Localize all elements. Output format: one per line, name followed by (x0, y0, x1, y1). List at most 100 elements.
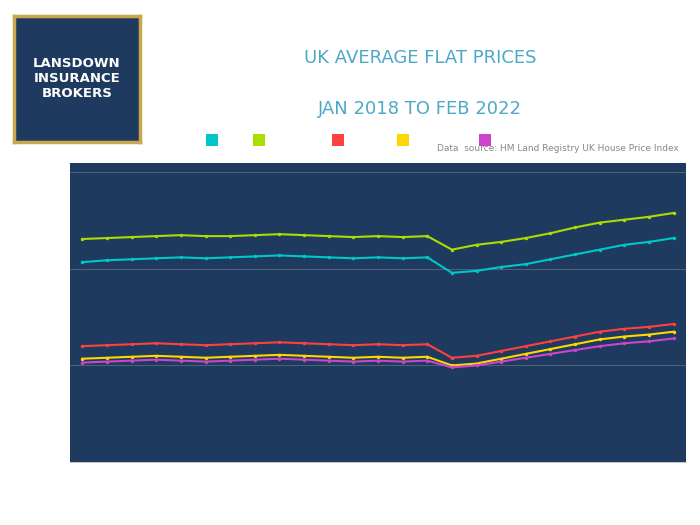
Line: N.Ireland: N.Ireland (80, 337, 676, 369)
UK (497, 264, 505, 270)
Scotland (669, 329, 678, 335)
Wales (300, 340, 308, 346)
England (448, 246, 456, 253)
N.Ireland (645, 338, 653, 344)
Scotland (325, 354, 333, 360)
Line: Wales: Wales (80, 322, 676, 360)
Scotland (546, 346, 554, 352)
N.Ireland (275, 355, 284, 362)
England (349, 234, 358, 240)
UK (349, 255, 358, 261)
Wales (103, 342, 111, 349)
Scotland (152, 353, 160, 359)
N.Ireland (78, 360, 87, 366)
N.Ireland (374, 358, 382, 364)
N.Ireland (202, 359, 210, 365)
England (152, 233, 160, 239)
Legend: UK, England, Wales, Scotland, N.Ireland: UK, England, Wales, Scotland, N.Ireland (202, 130, 554, 152)
Scotland (275, 352, 284, 358)
UK (152, 255, 160, 261)
England (620, 216, 629, 223)
Scotland (645, 331, 653, 338)
Scotland (571, 341, 580, 348)
Scotland (127, 354, 136, 360)
N.Ireland (571, 347, 580, 353)
N.Ireland (176, 358, 185, 364)
UK (423, 254, 431, 260)
UK (202, 255, 210, 261)
England (275, 231, 284, 237)
UK (103, 257, 111, 264)
N.Ireland (251, 356, 259, 363)
Scotland (202, 354, 210, 361)
UK (176, 254, 185, 260)
N.Ireland (448, 364, 456, 371)
England (423, 233, 431, 239)
England (202, 233, 210, 239)
England (127, 234, 136, 240)
UK (226, 254, 234, 260)
Wales (473, 353, 481, 359)
Scotland (473, 360, 481, 366)
Wales (596, 329, 604, 335)
N.Ireland (423, 358, 431, 364)
UK (645, 239, 653, 245)
Scotland (423, 354, 431, 360)
UK (448, 270, 456, 276)
Scotland (596, 336, 604, 342)
Text: LANSDOWN
INSURANCE
BROKERS: LANSDOWN INSURANCE BROKERS (33, 57, 121, 100)
Scotland (176, 354, 185, 360)
UK (127, 256, 136, 262)
Scotland (522, 351, 530, 357)
N.Ireland (546, 351, 554, 357)
UK (398, 255, 407, 261)
Wales (127, 341, 136, 348)
Scotland (497, 355, 505, 362)
Line: Scotland: Scotland (80, 330, 676, 367)
Text: Data  source: HM Land Registry UK House Price Index: Data source: HM Land Registry UK House P… (437, 144, 679, 153)
Wales (645, 324, 653, 330)
England (497, 239, 505, 245)
Scotland (103, 354, 111, 361)
N.Ireland (620, 340, 629, 346)
UK (571, 251, 580, 258)
UK (473, 268, 481, 274)
UK (596, 246, 604, 253)
UK (325, 254, 333, 260)
England (669, 210, 678, 216)
UK (300, 253, 308, 259)
N.Ireland (300, 356, 308, 363)
Wales (423, 341, 431, 348)
Wales (571, 333, 580, 340)
Wales (226, 341, 234, 348)
England (251, 232, 259, 238)
Wales (620, 326, 629, 332)
Wales (349, 342, 358, 349)
UK (275, 253, 284, 259)
N.Ireland (103, 359, 111, 365)
N.Ireland (127, 358, 136, 364)
UK (620, 242, 629, 248)
England (522, 235, 530, 241)
UK (374, 254, 382, 260)
Wales (78, 343, 87, 349)
N.Ireland (398, 359, 407, 365)
UK (78, 259, 87, 265)
N.Ireland (596, 343, 604, 349)
Scotland (398, 354, 407, 361)
Scotland (374, 354, 382, 360)
N.Ireland (325, 358, 333, 364)
UK (669, 235, 678, 241)
Wales (176, 341, 185, 348)
Text: UK AVERAGE FLAT PRICES: UK AVERAGE FLAT PRICES (304, 49, 536, 67)
Wales (275, 339, 284, 345)
Scotland (349, 354, 358, 361)
Wales (522, 343, 530, 349)
Text: JAN 2018 TO FEB 2022: JAN 2018 TO FEB 2022 (318, 100, 522, 118)
Scotland (448, 362, 456, 369)
Wales (325, 341, 333, 348)
Scotland (226, 354, 234, 360)
Line: UK: UK (80, 236, 676, 275)
England (176, 232, 185, 238)
England (374, 233, 382, 239)
